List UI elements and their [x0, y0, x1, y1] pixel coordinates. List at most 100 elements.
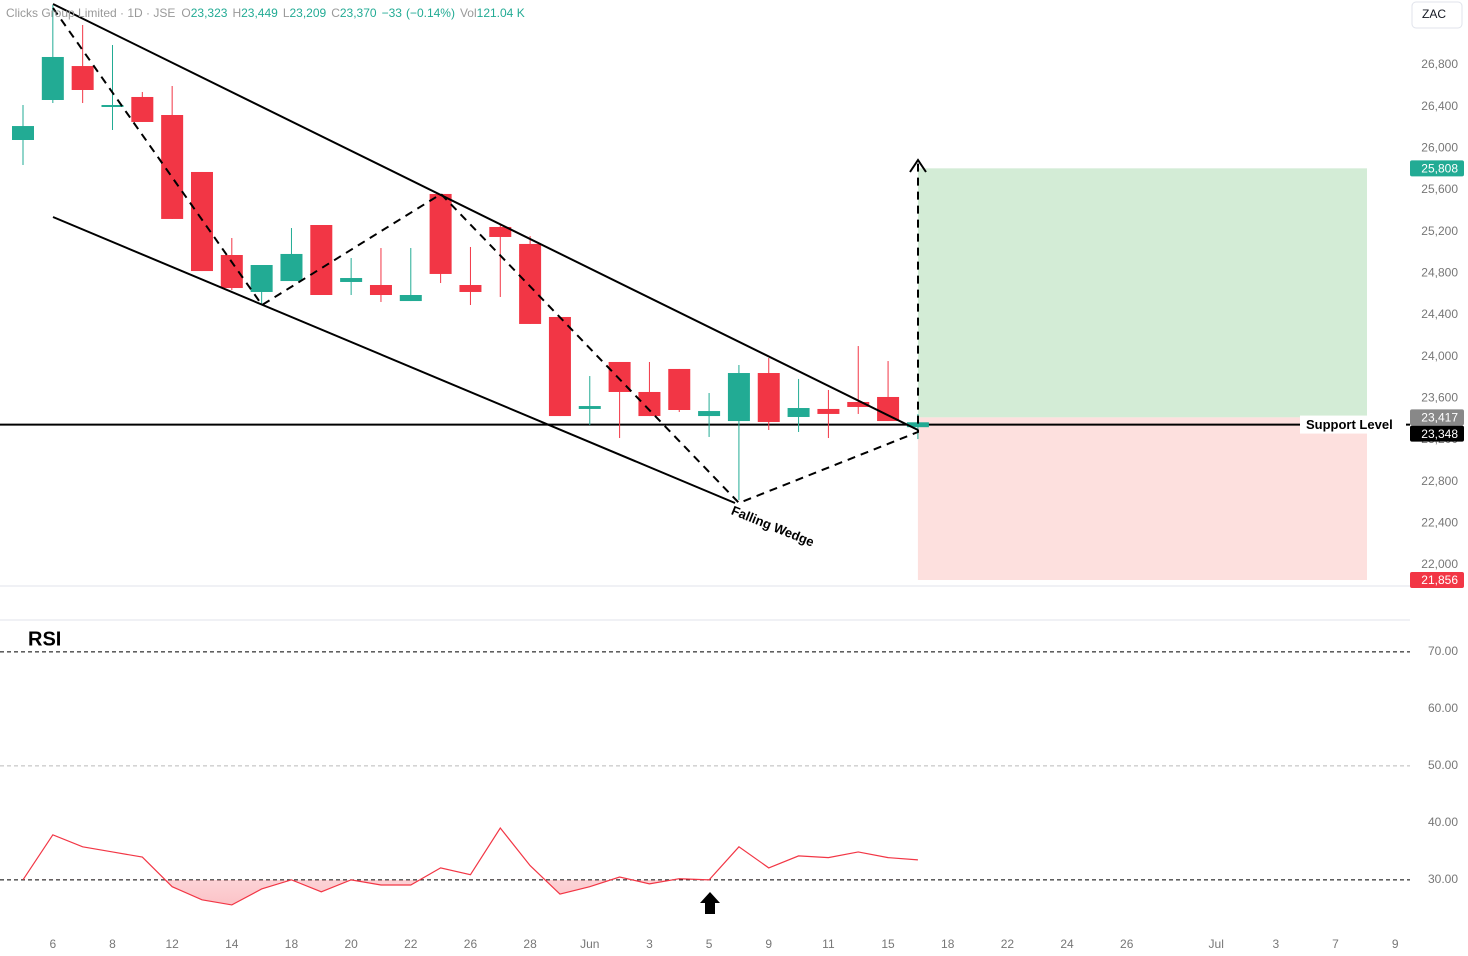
- candle-body: [877, 396, 900, 422]
- volume-key: Vol: [460, 6, 477, 20]
- candle-body: [190, 171, 213, 272]
- loss-zone: [917, 417, 1367, 580]
- currency-label: ZAC: [1422, 7, 1446, 21]
- x-tick-label: 26: [464, 937, 478, 951]
- x-tick-label: 7: [1332, 937, 1339, 951]
- candle-body: [489, 226, 512, 237]
- x-tick-label: 14: [225, 937, 239, 951]
- x-tick-label: Jul: [1209, 937, 1224, 951]
- candle-body: [519, 243, 542, 324]
- currency-button[interactable]: [1411, 1, 1463, 29]
- y-tick-label: 26,400: [1421, 99, 1458, 113]
- volume-value: 121.04 K: [477, 6, 525, 20]
- y-tick-label: 26,800: [1421, 57, 1458, 71]
- ohlc-value: 23,209: [290, 6, 327, 20]
- y-tick-label: 24,000: [1421, 349, 1458, 363]
- price-tag-bg: [1410, 409, 1464, 426]
- x-tick-label: 11: [822, 937, 835, 951]
- candle-body: [250, 265, 273, 292]
- candle-body: [578, 406, 601, 409]
- x-tick-label: 18: [285, 937, 299, 951]
- wedge-drawing: [52, 3, 927, 505]
- rsi-tick-label: 30.00: [1428, 872, 1458, 886]
- profit-zone: [917, 168, 1367, 418]
- wedge-zigzag: [52, 7, 919, 505]
- candle-body: [548, 316, 571, 417]
- x-tick-label: 24: [1060, 937, 1074, 951]
- pattern-label: Falling Wedge: [729, 503, 816, 550]
- candle-body: [787, 408, 810, 417]
- x-tick-label: 28: [523, 937, 537, 951]
- candle-body: [131, 96, 154, 122]
- candle-body: [727, 373, 750, 422]
- x-tick-label: 9: [1392, 937, 1399, 951]
- y-tick-label: 22,800: [1421, 474, 1458, 488]
- signal-arrow: [700, 892, 720, 914]
- candle-body: [340, 278, 363, 282]
- change-percent: (−0.14%): [406, 6, 455, 20]
- candle-body: [41, 56, 64, 100]
- x-tick-label: 15: [881, 937, 895, 951]
- candle-body: [161, 115, 184, 219]
- candle-body: [817, 408, 840, 414]
- y-tick-label: 24,400: [1421, 307, 1458, 321]
- ohlc-value: 23,370: [340, 6, 377, 20]
- price-tag-bg: [1410, 160, 1464, 177]
- x-tick-label: 8: [109, 937, 116, 951]
- price-tag-bg: [1410, 572, 1464, 588]
- candle-body: [429, 193, 452, 274]
- x-tick-label: 20: [344, 937, 358, 951]
- header: Clicks Group Limited · 1D · JSE O23,323 H2…: [6, 6, 525, 20]
- x-tick-label: 12: [165, 937, 179, 951]
- entry-price-label: 23,417: [1421, 411, 1458, 425]
- price-tag-bg: [1410, 425, 1464, 442]
- candle-body: [280, 253, 303, 282]
- candle-body: [668, 368, 691, 410]
- x-tick-label: 3: [1273, 937, 1280, 951]
- y-tick-label: 25,200: [1421, 224, 1458, 238]
- candle-body: [71, 66, 94, 90]
- support-price-label: 23,348: [1421, 427, 1458, 441]
- wedge-lower-line: [52, 216, 736, 504]
- ohlc-key: L: [283, 6, 290, 20]
- x-tick-label: 9: [765, 937, 772, 951]
- support-label-bg: [1300, 415, 1406, 434]
- candle-body: [906, 422, 929, 428]
- wedge-upper-line: [52, 3, 919, 431]
- rsi-tick-label: 40.00: [1428, 815, 1458, 829]
- candle-body: [220, 255, 243, 289]
- y-tick-label: 26,000: [1421, 141, 1458, 155]
- stop-price-label: 21,856: [1421, 573, 1458, 587]
- x-tick-label: 22: [404, 937, 418, 951]
- candle-body: [638, 391, 661, 417]
- rsi-tick-label: 50.00: [1428, 758, 1458, 772]
- y-tick-label: 24,800: [1421, 266, 1458, 280]
- candle-body: [369, 285, 392, 295]
- support-label: Support Level: [1306, 417, 1393, 432]
- x-tick-label: Jun: [580, 937, 599, 951]
- target-price-label: 25,808: [1421, 162, 1458, 176]
- x-tick-label: 6: [49, 937, 56, 951]
- candle-body: [847, 401, 870, 407]
- candle-body: [459, 285, 482, 292]
- ohlc-key: C: [331, 6, 340, 20]
- candle-body: [399, 295, 422, 302]
- ohlc-key: O: [181, 6, 190, 20]
- y-tick-label: 22,000: [1421, 557, 1458, 571]
- change-value: −33: [382, 6, 403, 20]
- rsi-tick-label: 70.00: [1428, 644, 1458, 658]
- y-tick-label: 23,600: [1421, 391, 1458, 405]
- rsi-tick-label: 60.00: [1428, 701, 1458, 715]
- x-tick-label: 26: [1120, 937, 1134, 951]
- y-tick-label: 22,400: [1421, 516, 1458, 530]
- y-tick-label: 25,600: [1421, 182, 1458, 196]
- candle-body: [12, 126, 34, 140]
- x-tick-label: 22: [1001, 937, 1015, 951]
- candle-body: [101, 105, 124, 107]
- x-tick-label: 3: [646, 937, 653, 951]
- x-tick-label: 18: [941, 937, 955, 951]
- candle-body: [757, 373, 780, 422]
- candle-body: [608, 361, 631, 392]
